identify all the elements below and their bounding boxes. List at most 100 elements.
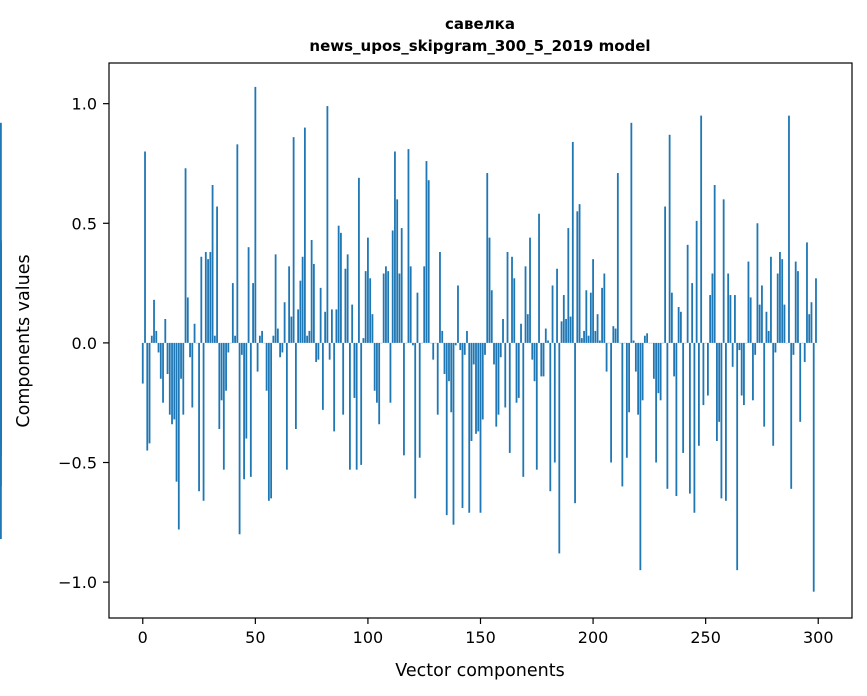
bar-282 [776,273,779,343]
bar-172 [529,237,531,343]
bar-105 [378,342,381,425]
bar-210 [614,328,617,343]
bar-86 [335,309,338,343]
bar-193 [576,211,579,343]
bar-297 [810,302,813,343]
bar-141 [459,342,462,351]
bar-119 [409,266,412,343]
bar-244 [691,283,694,343]
bar-206 [605,342,608,372]
bar-283 [779,251,781,343]
bar-261 [729,295,732,343]
bar-253 [711,273,714,343]
bar-185 [558,342,561,554]
bar-140 [457,285,459,343]
bar-278 [767,330,770,343]
bar-260 [727,273,730,343]
bar-94 [353,342,356,398]
bar-12 [168,342,171,415]
bar-undefined [0,122,2,343]
bar-205 [603,273,606,343]
bar-236 [673,342,676,377]
bar-80 [321,342,324,410]
bar-118 [407,149,410,343]
bar-88 [340,232,342,343]
bar-44 [240,342,243,355]
bar-63 [283,302,286,343]
bar-66 [290,316,293,343]
bar-262 [731,342,734,367]
bar-189 [567,228,570,343]
bar-9 [162,342,164,403]
bar-217 [630,122,633,343]
bar-230 [659,342,662,401]
bar-112 [394,151,396,343]
bar-68 [294,342,297,430]
bar-175 [535,342,538,470]
bar-285 [783,304,786,343]
bar-113 [396,199,399,343]
bar-71 [301,256,304,343]
bar-182 [551,285,554,343]
y-tick-label: 0.5 [72,214,97,233]
x-tick-label: 0 [138,628,148,647]
bar-18 [182,342,185,415]
bar-273 [756,223,759,343]
bar-299 [815,278,817,343]
bar-252 [709,295,712,343]
bar-204 [601,287,603,343]
bar-239 [679,311,682,343]
bar-168 [520,323,522,343]
x-tick-label: 300 [803,628,834,647]
bar-223 [643,335,646,343]
bar-266 [740,342,743,396]
bar-190 [569,316,572,343]
bar-22 [191,342,194,408]
bar-61 [279,342,282,358]
bar-264 [736,342,739,571]
bar-238 [677,307,680,343]
bar-137 [450,342,453,413]
bar-290 [794,261,797,343]
bar-3 [148,342,151,444]
bar-96 [358,177,360,343]
bar-13 [171,342,173,425]
bar-75 [310,240,313,343]
bar-6 [155,330,158,343]
chart-title-line-1: савелка [445,15,515,33]
bar-213 [621,342,624,487]
bar-195 [580,338,583,343]
bar-108 [385,266,387,343]
bar-62 [281,342,284,353]
bar-48 [249,342,252,477]
bar-163 [508,342,511,453]
bar-156 [493,342,495,365]
bar-216 [628,342,630,413]
bar-259 [725,342,727,501]
x-axis-ticks: 0 50 100 150 200 250 300 [138,618,834,647]
y-tick-label: −0.5 [58,454,97,473]
bar-55 [265,342,268,391]
bar-30 [209,251,212,343]
bar-127 [427,180,430,343]
bar-186 [560,321,563,343]
bar-37 [225,342,227,391]
bar-41 [234,335,236,343]
bar-298 [812,342,815,592]
bar-46 [245,342,248,439]
bar-242 [686,244,689,343]
bar-218 [632,340,635,343]
bar-38 [227,342,230,353]
bar-2 [146,342,149,451]
bar-220 [637,342,640,415]
bar-78 [317,342,320,360]
bar-17 [180,342,182,379]
bar-102 [371,314,374,343]
bar-133 [441,330,444,343]
x-tick-label: 50 [245,628,265,647]
y-axis-ticks: −1.0 −0.5 0.0 0.5 1.0 [58,95,109,592]
bar-292 [799,342,802,422]
bar-27 [202,342,205,501]
bar-229 [657,342,660,394]
